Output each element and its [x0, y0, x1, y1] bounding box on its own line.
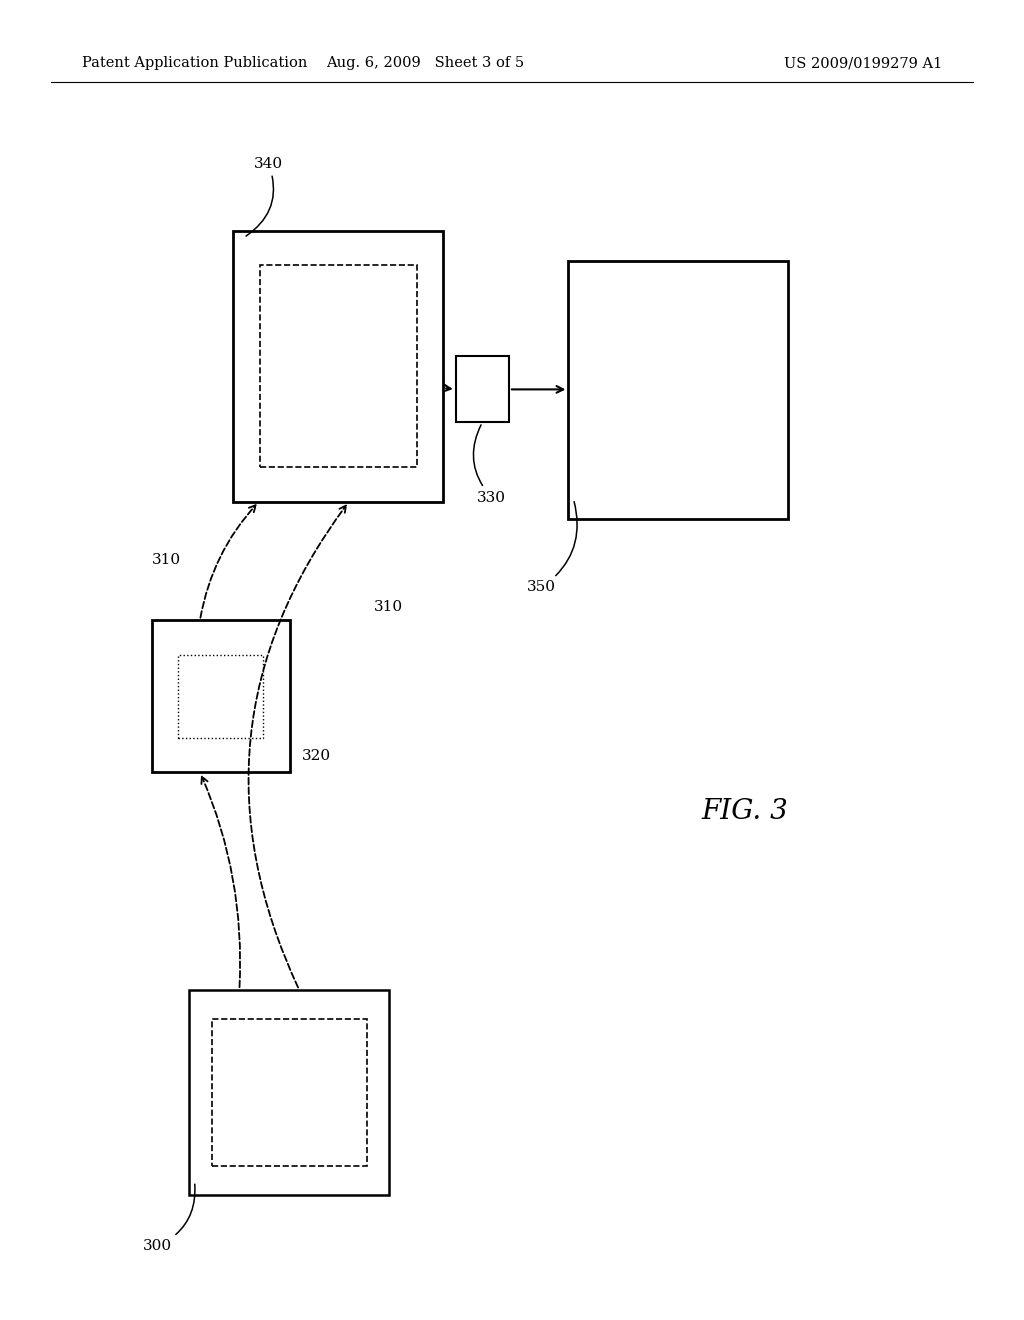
Text: 310: 310 — [152, 553, 180, 566]
Bar — [233, 231, 443, 502]
Text: FIG. 3: FIG. 3 — [701, 799, 788, 825]
Bar — [212, 1019, 367, 1166]
Text: 320: 320 — [302, 750, 331, 763]
Text: Patent Application Publication: Patent Application Publication — [82, 57, 307, 70]
Text: 300: 300 — [143, 1184, 195, 1253]
Text: Aug. 6, 2009   Sheet 3 of 5: Aug. 6, 2009 Sheet 3 of 5 — [326, 57, 524, 70]
Text: 310: 310 — [374, 601, 402, 614]
Bar — [178, 655, 263, 738]
Text: 340: 340 — [246, 157, 283, 236]
Text: 330: 330 — [473, 425, 506, 504]
Bar — [568, 261, 788, 519]
Bar — [152, 620, 290, 772]
Bar — [189, 990, 389, 1195]
Text: US 2009/0199279 A1: US 2009/0199279 A1 — [783, 57, 942, 70]
Bar — [456, 356, 509, 422]
Bar — [260, 265, 417, 467]
Text: 350: 350 — [527, 502, 578, 594]
